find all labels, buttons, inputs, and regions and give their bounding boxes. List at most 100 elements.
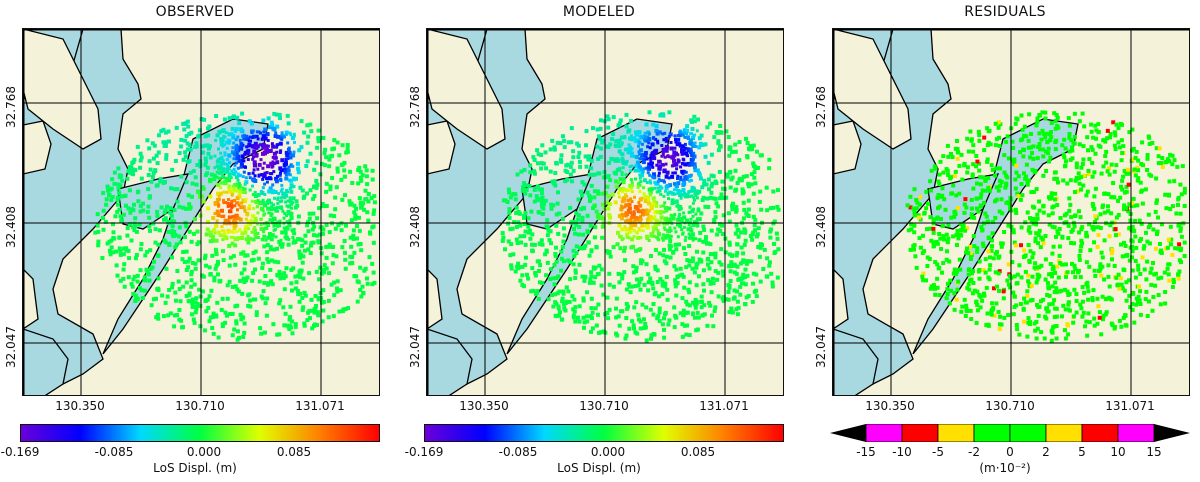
displacement-point <box>543 252 548 257</box>
displacement-point <box>724 297 729 302</box>
displacement-point <box>688 179 692 183</box>
displacement-point <box>506 239 511 244</box>
displacement-point <box>277 301 282 306</box>
displacement-point <box>932 164 937 169</box>
displacement-point <box>999 180 1004 185</box>
displacement-point <box>1048 155 1053 160</box>
displacement-point <box>768 229 773 234</box>
displacement-point <box>234 184 238 188</box>
displacement-point <box>584 314 589 319</box>
displacement-point <box>628 236 631 240</box>
displacement-point <box>981 244 986 249</box>
displacement-point <box>623 245 627 250</box>
displacement-point <box>1096 233 1101 237</box>
displacement-point <box>713 305 718 310</box>
y-tick-label: 32.408 <box>814 206 828 248</box>
displacement-point <box>690 259 695 264</box>
displacement-point <box>133 293 138 298</box>
displacement-point <box>268 125 272 130</box>
displacement-point <box>172 313 177 318</box>
displacement-point <box>1113 227 1118 232</box>
displacement-point <box>989 238 994 243</box>
displacement-point <box>691 143 695 146</box>
displacement-point <box>716 148 721 153</box>
displacement-point <box>629 119 633 123</box>
displacement-point <box>723 250 728 255</box>
displacement-point <box>674 230 678 234</box>
displacement-point <box>232 236 235 239</box>
displacement-point <box>535 148 540 153</box>
displacement-point <box>1175 164 1180 169</box>
displacement-point <box>540 187 544 192</box>
displacement-point <box>1112 143 1117 148</box>
displacement-point <box>757 199 762 204</box>
displacement-point <box>187 291 192 296</box>
displacement-point <box>667 234 672 239</box>
displacement-point <box>214 252 219 257</box>
displacement-point <box>681 231 685 235</box>
displacement-point <box>358 169 363 174</box>
displacement-point <box>315 216 320 221</box>
displacement-point <box>682 162 686 166</box>
displacement-point <box>952 215 957 219</box>
displacement-point <box>154 315 159 320</box>
displacement-point <box>652 136 656 140</box>
displacement-point <box>272 151 277 156</box>
displacement-point <box>193 175 198 180</box>
displacement-point <box>248 135 252 139</box>
displacement-point <box>256 232 260 235</box>
displacement-point <box>216 191 219 195</box>
displacement-point <box>286 121 291 126</box>
displacement-point <box>1103 312 1108 317</box>
displacement-point <box>146 173 151 177</box>
displacement-point <box>121 267 126 272</box>
displacement-point <box>639 261 643 266</box>
displacement-point <box>214 249 219 254</box>
displacement-point <box>977 133 982 137</box>
displacement-point <box>1130 239 1135 244</box>
displacement-point <box>131 225 136 230</box>
displacement-point <box>655 202 659 206</box>
displacement-point <box>695 219 699 223</box>
displacement-point <box>664 189 668 193</box>
displacement-point <box>1129 201 1134 206</box>
displacement-point <box>772 242 776 246</box>
colorbar-tick-label: -0.169 <box>0 445 40 459</box>
displacement-point <box>289 215 293 219</box>
displacement-point <box>665 139 669 143</box>
displacement-point <box>1054 324 1059 328</box>
displacement-point <box>584 143 588 148</box>
displacement-point <box>306 134 311 139</box>
displacement-point <box>687 290 692 295</box>
displacement-point <box>573 319 578 324</box>
displacement-point <box>996 188 1001 193</box>
displacement-point <box>690 127 695 131</box>
displacement-point <box>245 137 250 142</box>
displacement-point <box>940 270 944 275</box>
displacement-point <box>1156 276 1161 281</box>
displacement-point <box>279 272 284 277</box>
displacement-point <box>674 151 678 156</box>
displacement-point <box>539 161 544 166</box>
displacement-point <box>334 185 339 190</box>
displacement-point <box>207 319 212 324</box>
displacement-point <box>583 243 588 248</box>
displacement-point <box>331 253 336 258</box>
displacement-point <box>573 270 578 275</box>
displacement-point <box>638 287 643 292</box>
displacement-point <box>696 207 700 211</box>
displacement-point <box>276 206 280 210</box>
displacement-point <box>571 313 576 318</box>
displacement-point <box>1035 212 1040 217</box>
displacement-point <box>240 291 245 296</box>
displacement-point <box>662 179 666 183</box>
displacement-point <box>349 218 354 223</box>
displacement-point <box>1013 177 1018 182</box>
displacement-point <box>118 214 123 219</box>
displacement-point <box>999 322 1004 327</box>
displacement-point <box>532 187 537 192</box>
displacement-point <box>275 246 279 251</box>
displacement-point <box>247 119 252 124</box>
displacement-point <box>1011 312 1016 317</box>
displacement-point <box>743 228 748 233</box>
